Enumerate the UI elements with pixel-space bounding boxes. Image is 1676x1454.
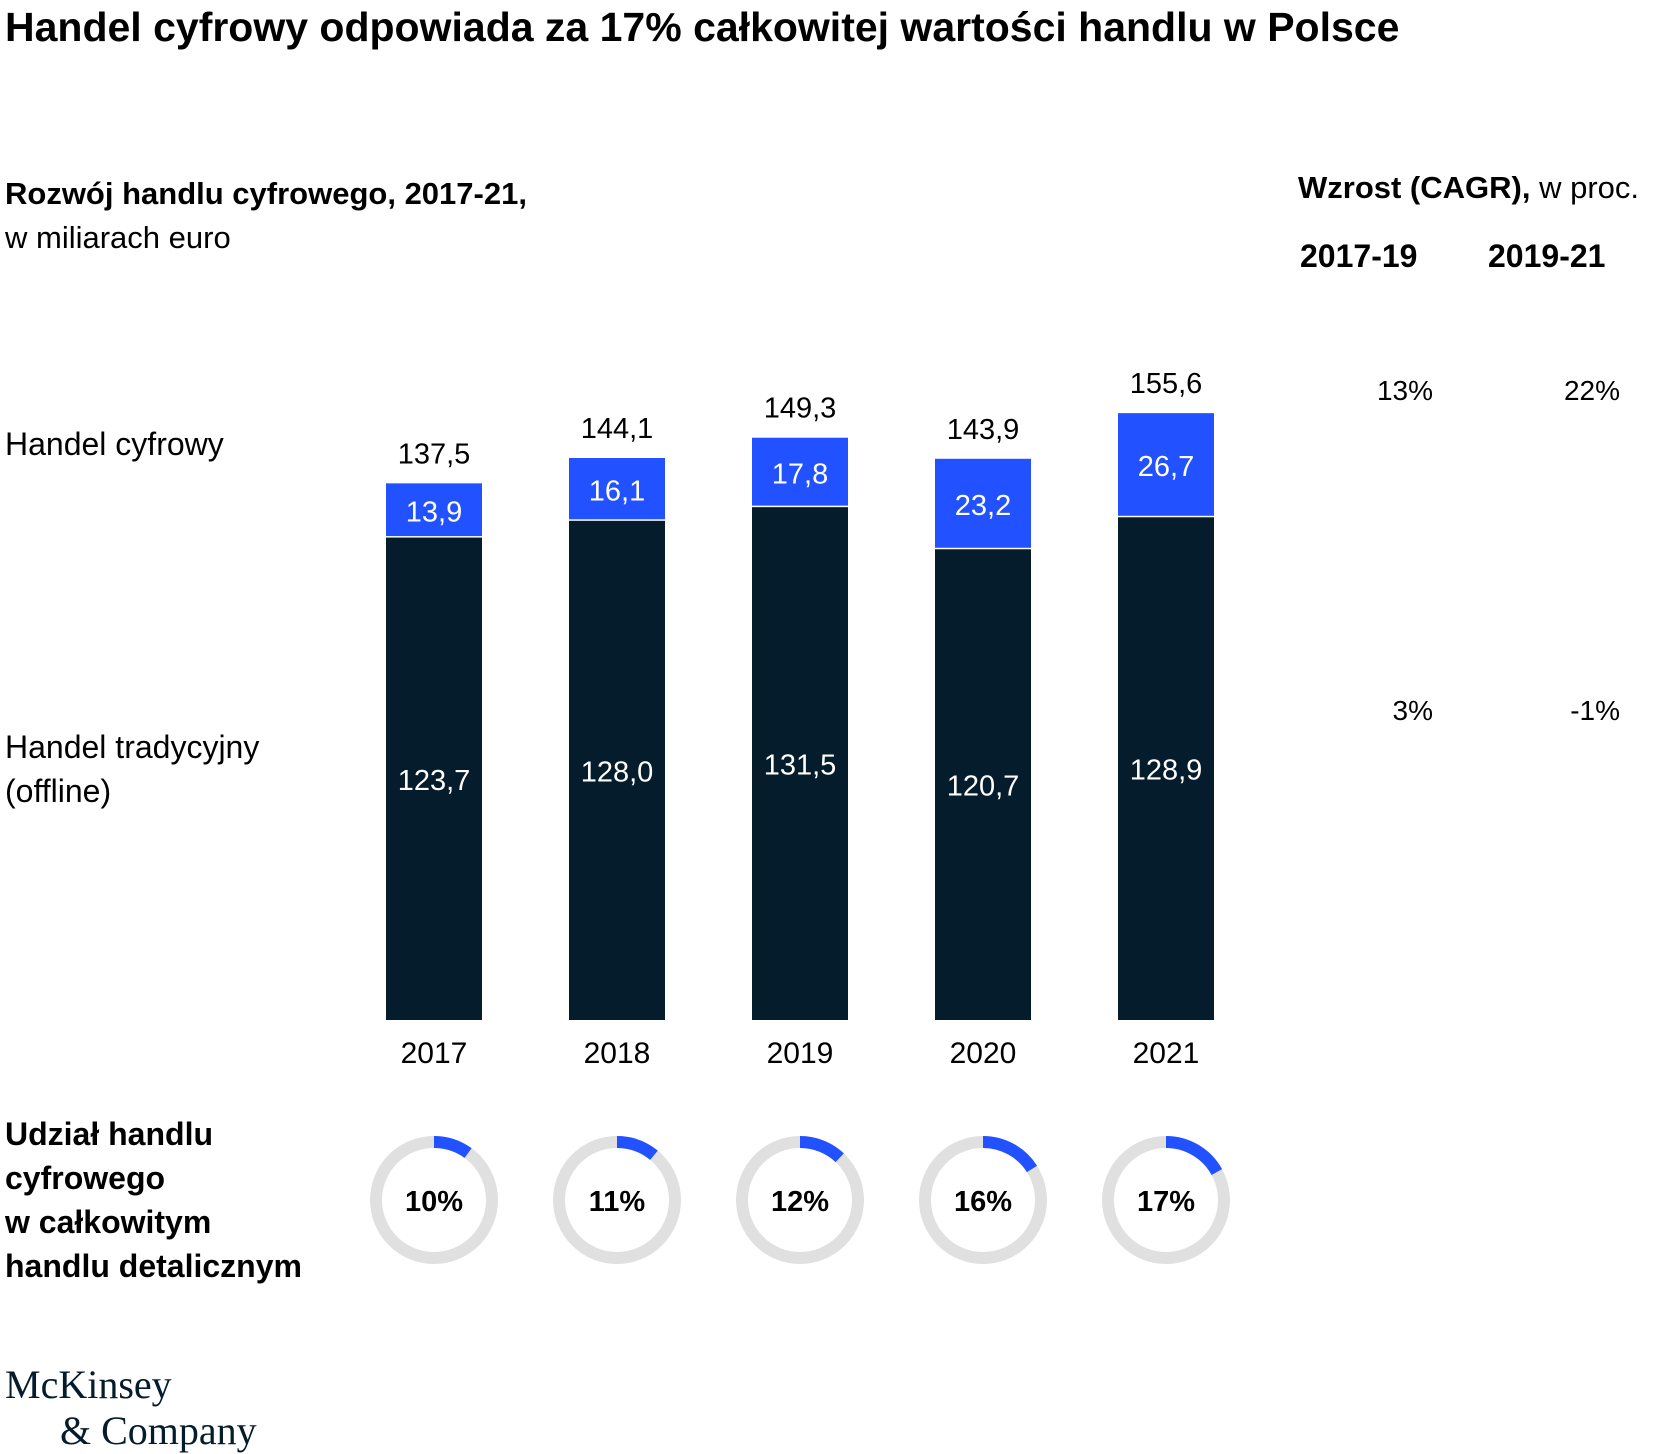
share-value-2020: 16% <box>954 1186 1012 1218</box>
chart-subtitle-bold: Rozwój handlu cyfrowego, 2017-21, <box>5 176 527 211</box>
bar-offline-2017 <box>386 537 482 1020</box>
bar-label-digital-2019: 17,8 <box>772 458 828 490</box>
share-ring-arc-2017 <box>433 1136 472 1159</box>
share-value-2018: 11% <box>589 1186 646 1218</box>
series-label-offline-line1: Handel tradycyjny <box>5 729 260 765</box>
total-label-2019: 149,3 <box>764 393 837 425</box>
bar-label-offline-2019: 131,5 <box>764 750 837 782</box>
cagr-header-unit: w proc. <box>1530 170 1640 205</box>
bar-label-offline-2018: 128,0 <box>581 756 654 788</box>
bar-digital-2021 <box>1118 413 1214 516</box>
bar-digital-2018 <box>569 458 665 520</box>
x-tick-label-2018: 2018 <box>584 1037 651 1070</box>
total-label-2018: 144,1 <box>581 413 654 445</box>
cagr-digital-2017-19: 13% <box>1376 375 1433 406</box>
share-ring-arc-2019 <box>799 1136 844 1163</box>
bar-digital-2019 <box>752 437 848 506</box>
share-label: Udział handlu cyfrowego w całkowitym han… <box>5 1112 302 1288</box>
share-label-line2: cyfrowego <box>5 1160 166 1196</box>
share-label-line4: handlu detalicznym <box>5 1248 302 1284</box>
bar-label-digital-2021: 26,7 <box>1138 451 1194 483</box>
series-label-digital: Handel cyfrowy <box>5 426 224 462</box>
page-title: Handel cyfrowy odpowiada za 17% całkowit… <box>5 4 1400 50</box>
bar-label-digital-2020: 23,2 <box>955 490 1011 522</box>
chart-subtitle: Rozwój handlu cyfrowego, 2017-21, w mili… <box>5 172 527 260</box>
cagr-offline-2017-19: 3% <box>1392 695 1433 726</box>
bar-offline-2018 <box>569 520 665 1020</box>
bar-label-offline-2020: 120,7 <box>947 771 1020 803</box>
bar-offline-2021 <box>1118 517 1214 1020</box>
bar-digital-2020 <box>935 458 1031 548</box>
share-value-2019: 12% <box>771 1186 829 1218</box>
total-label-2021: 155,6 <box>1130 368 1203 400</box>
bar-label-digital-2017: 13,9 <box>406 496 462 528</box>
share-ring-arc-2020 <box>982 1136 1038 1173</box>
share-label-line3: w całkowitym <box>5 1204 212 1240</box>
x-tick-label-2019: 2019 <box>767 1037 834 1070</box>
total-label-2020: 143,9 <box>947 414 1020 446</box>
cagr-header: Wzrost (CAGR), w proc. <box>1298 170 1639 206</box>
cagr-period-1: 2017-19 <box>1300 238 1418 274</box>
share-label-line1: Udział handlu <box>5 1116 213 1152</box>
bar-label-offline-2021: 128,9 <box>1130 755 1203 787</box>
series-label-offline-line2: (offline) <box>5 773 112 809</box>
share-value-2021: 17% <box>1137 1186 1195 1218</box>
share-ring-arc-2018 <box>616 1136 658 1161</box>
mckinsey-logo: McKinsey & Company <box>5 1362 257 1454</box>
cagr-offline-2019-21: -1% <box>1570 695 1620 726</box>
total-label-2017: 137,5 <box>398 438 471 470</box>
logo-line2: & Company <box>60 1408 257 1453</box>
bar-offline-2020 <box>935 549 1031 1020</box>
bar-offline-2019 <box>752 507 848 1020</box>
x-tick-label-2021: 2021 <box>1133 1037 1200 1070</box>
logo-line1: McKinsey <box>5 1362 172 1407</box>
share-value-2017: 10% <box>405 1186 463 1218</box>
cagr-digital-2019-21: 22% <box>1563 375 1620 406</box>
cagr-period-2: 2019-21 <box>1488 238 1606 274</box>
bar-label-digital-2018: 16,1 <box>589 475 645 507</box>
bar-label-offline-2017: 123,7 <box>398 765 471 797</box>
bar-digital-2017 <box>386 483 482 537</box>
cagr-header-bold: Wzrost (CAGR), <box>1298 170 1531 205</box>
x-tick-label-2017: 2017 <box>401 1037 468 1070</box>
series-label-offline: Handel tradycyjny (offline) <box>5 725 259 813</box>
x-tick-label-2020: 2020 <box>950 1037 1017 1070</box>
chart-subtitle-unit: w miliarach euro <box>5 220 231 255</box>
share-ring-arc-2021 <box>1165 1136 1223 1176</box>
